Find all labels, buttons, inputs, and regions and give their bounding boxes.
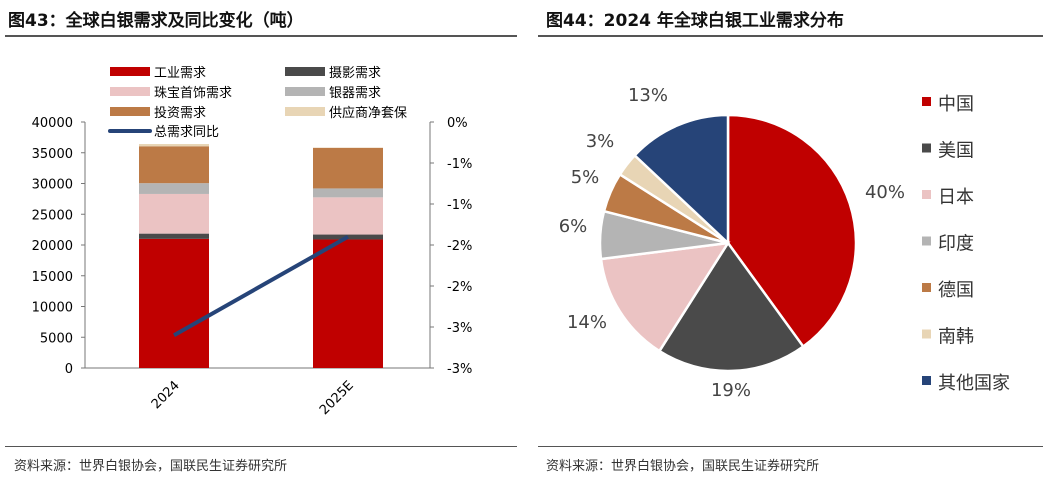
bar-segment — [139, 146, 209, 184]
pie-legend-label: 美国 — [938, 141, 974, 162]
pie-legend-swatch — [922, 329, 931, 339]
pie-legend-label: 南韩 — [938, 327, 974, 348]
pie-slice — [632, 113, 730, 246]
legend-swatch — [110, 67, 150, 76]
legend-swatch — [285, 67, 325, 76]
bar-segment — [313, 239, 383, 368]
pie-value-label: 5% — [571, 167, 600, 188]
pie-value-label: 14% — [567, 312, 607, 333]
legend-label: 摄影需求 — [329, 66, 381, 81]
pie-value-label: 6% — [559, 216, 588, 237]
pie-legend-swatch — [922, 190, 931, 199]
pie-legend-label: 印度 — [938, 234, 974, 255]
x-tick-label: 2025E — [317, 378, 357, 418]
pie-legend-swatch — [922, 97, 931, 106]
legend-swatch — [285, 87, 325, 96]
pie-legend-label: 德国 — [938, 280, 974, 301]
pie-slice — [657, 240, 805, 373]
bar-segment — [313, 188, 383, 198]
bar-segment — [139, 183, 209, 194]
left-footer-rule — [5, 446, 517, 447]
y2-tick-label: -2% — [447, 280, 472, 295]
y-tick-label: 30000 — [32, 178, 73, 193]
left-source: 资料来源：世界白银协会，国联民生证券研究所 — [14, 459, 288, 474]
pie-legend-swatch — [922, 236, 931, 246]
pie-legend-swatch — [922, 376, 931, 385]
y2-tick-label: -1% — [447, 198, 472, 213]
y2-tick-label: -3% — [447, 321, 472, 336]
pie-value-label: 3% — [586, 131, 615, 152]
bar-segment — [139, 233, 209, 239]
y-tick-label: 40000 — [32, 116, 73, 131]
pie-value-label: 19% — [711, 380, 751, 401]
left-title-rule — [5, 35, 517, 37]
pie-legend-label: 中国 — [938, 94, 974, 115]
y-tick-label: 0 — [65, 362, 73, 377]
bar-segment — [313, 197, 383, 235]
y2-tick-label: -2% — [447, 239, 472, 254]
right-title-rule — [538, 35, 1043, 37]
legend-swatch — [110, 107, 150, 116]
y2-tick-label: 0% — [447, 116, 468, 131]
legend-label: 工业需求 — [154, 66, 206, 81]
pie-slice — [726, 113, 858, 349]
pie-legend-swatch — [922, 283, 931, 292]
legend-swatch — [285, 107, 325, 116]
y-tick-label: 20000 — [32, 239, 73, 254]
legend-label: 总需求同比 — [154, 125, 219, 140]
pie-legend-label: 日本 — [938, 187, 974, 208]
y-tick-label: 35000 — [32, 147, 73, 162]
left-chart-title: 图43：全球白银需求及同比变化（吨） — [8, 11, 304, 31]
pie-value-label: 13% — [628, 85, 668, 106]
right-footer-rule — [538, 446, 1043, 447]
y-tick-label: 5000 — [40, 331, 73, 346]
y2-tick-label: -1% — [447, 157, 472, 172]
legend-label: 供应商净套保 — [329, 105, 407, 121]
bar-segment — [139, 144, 209, 147]
yoy-line — [173, 235, 349, 337]
pie-legend-label: 其他国家 — [938, 373, 1010, 394]
legend-label: 银器需求 — [329, 86, 381, 101]
pie-legend-swatch — [922, 143, 931, 153]
pie-value-label: 40% — [865, 182, 905, 203]
pie-slice — [599, 241, 731, 353]
bar-segment — [313, 147, 383, 189]
legend-swatch — [110, 87, 150, 96]
bar-segment — [139, 193, 209, 234]
x-tick-label: 2024 — [149, 378, 183, 412]
y2-tick-label: -3% — [447, 362, 472, 377]
y-tick-label: 15000 — [32, 270, 73, 285]
y-tick-label: 10000 — [32, 301, 73, 316]
right-chart-title: 图44：2024 年全球白银工业需求分布 — [546, 11, 844, 31]
y-tick-label: 25000 — [32, 208, 73, 223]
right-source: 资料来源：世界白银协会，国联民生证券研究所 — [546, 459, 820, 474]
legend-label: 投资需求 — [154, 105, 206, 121]
legend-label: 珠宝首饰需求 — [154, 86, 232, 101]
bar-segment — [139, 238, 209, 368]
